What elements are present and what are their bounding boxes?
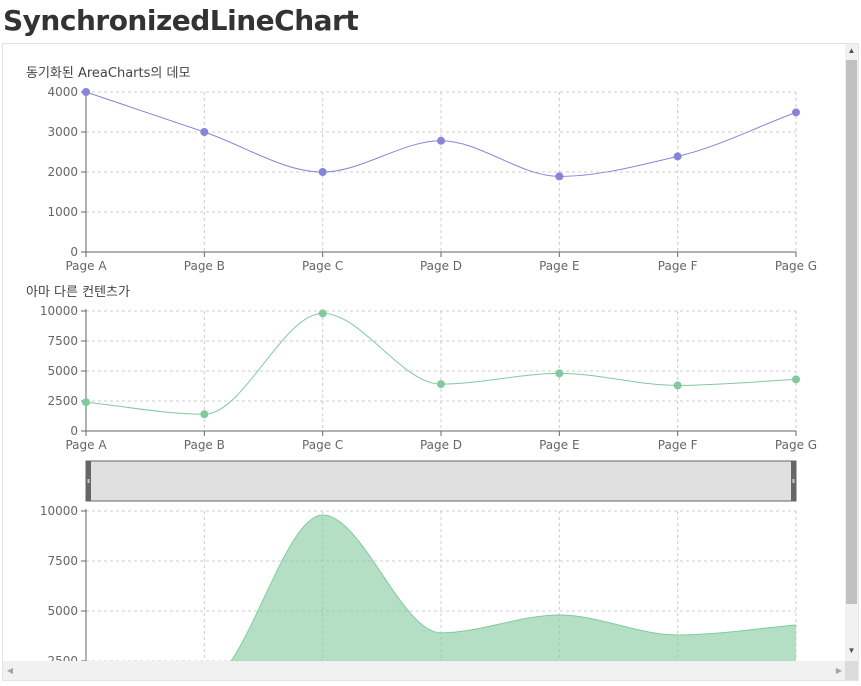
line-chart-2: 아마 다른 컨텐츠가 0 2500 5000 7500 10000 Page A Page B… (26, 285, 817, 452)
data-point (673, 381, 682, 390)
data-point (792, 108, 800, 117)
horizontal-scrollbar[interactable]: ◀ ▶ (3, 661, 846, 680)
x-tick-label: Page E (539, 438, 579, 452)
scroll-left-icon[interactable]: ◀ (6, 666, 14, 675)
x-tick-label: Page G (775, 259, 817, 273)
data-point (82, 88, 90, 96)
y-tick-label: 4000 (47, 85, 78, 99)
y-tick-label: 0 (70, 245, 78, 259)
data-point (437, 136, 445, 145)
x-tick-label: Page D (420, 259, 462, 273)
data-point (82, 398, 90, 407)
y-tick-label: 2500 (47, 654, 78, 661)
x-tick-label: Page E (539, 259, 579, 273)
scrollbar-corner (845, 661, 858, 680)
chart-title: 동기화된 AreaCharts의 데모 (26, 66, 190, 81)
data-point (437, 380, 445, 389)
vertical-scroll-thumb[interactable] (846, 60, 857, 604)
area-chart: 2500 5000 7500 10000 (40, 504, 797, 661)
x-tick-label: Page B (184, 438, 225, 452)
page-title: SynchronizedLineChart (3, 4, 359, 37)
y-tick-label: 10000 (40, 304, 78, 318)
x-tick-label: Page C (302, 259, 343, 273)
data-point (318, 168, 327, 176)
x-tick-label: Page F (658, 259, 698, 273)
data-point (200, 128, 209, 136)
series-area (231, 515, 796, 661)
chart-title: 아마 다른 컨텐츠가 (26, 285, 130, 300)
data-point (200, 410, 209, 419)
y-tick-label: 7500 (47, 334, 78, 348)
y-tick-label: 1000 (47, 205, 78, 219)
brush (85, 460, 797, 502)
x-tick-label: Page B (184, 259, 225, 273)
x-tick-label: Page A (65, 259, 107, 273)
brush-area (85, 460, 797, 502)
data-point (318, 309, 327, 318)
scroll-up-icon[interactable]: ▲ (847, 46, 856, 55)
x-tick-label: Page D (420, 438, 462, 452)
line-chart-1: 동기화된 AreaCharts의 데모 0 1000 2000 3000 4000 Page… (26, 66, 817, 273)
y-tick-label: 2000 (47, 165, 78, 179)
data-point (673, 152, 682, 161)
scroll-right-icon[interactable]: ▶ (835, 666, 843, 675)
brush-grip (792, 479, 795, 483)
series-line (230, 514, 797, 661)
x-tick-label: Page G (775, 438, 817, 452)
charts-svg: 동기화된 AreaCharts의 데모 0 1000 2000 3000 4000 Page… (26, 66, 817, 661)
vertical-scrollbar[interactable]: ▲ ▼ (845, 44, 858, 680)
data-point (555, 369, 564, 378)
y-tick-label: 7500 (47, 554, 78, 568)
y-tick-label: 10000 (40, 504, 78, 518)
data-point (555, 172, 564, 181)
series-line (85, 312, 797, 415)
y-tick-label: 0 (70, 424, 78, 438)
data-point (792, 375, 800, 384)
x-tick-label: Page F (658, 438, 698, 452)
y-tick-label: 5000 (47, 604, 78, 618)
chart-frame: 동기화된 AreaCharts의 데모 0 1000 2000 3000 4000 Page… (2, 43, 859, 681)
x-tick-label: Page C (302, 438, 343, 452)
brush-grip (87, 479, 90, 483)
y-tick-label: 5000 (47, 364, 78, 378)
y-tick-label: 2500 (47, 394, 78, 408)
y-tick-label: 3000 (47, 125, 78, 139)
scroll-down-icon[interactable]: ▼ (847, 646, 856, 655)
x-tick-label: Page A (65, 438, 107, 452)
